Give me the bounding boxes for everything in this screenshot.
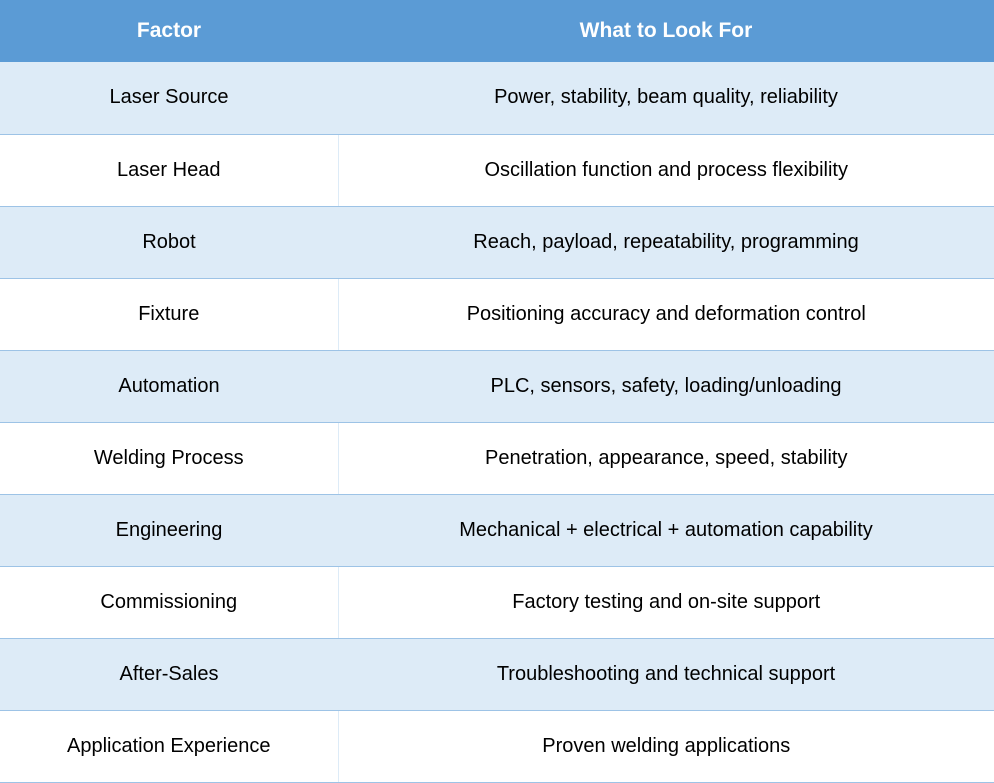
factor-cell: Commissioning [0,566,339,639]
what-cell: PLC, sensors, safety, loading/unloading [338,350,994,423]
header-what-to-look-for: What to Look For [338,0,994,62]
what-cell: Mechanical + electrical + automation cap… [338,494,994,567]
factor-cell: After-Sales [0,638,338,711]
header-row: Factor What to Look For [0,0,994,62]
factor-cell: Engineering [0,494,338,567]
table-body: Laser Source Power, stability, beam qual… [0,62,994,783]
factor-cell: Application Experience [0,710,339,783]
table-row: Application Experience Proven welding ap… [0,710,994,783]
factor-cell: Automation [0,350,338,423]
what-cell: Proven welding applications [338,710,994,783]
what-cell: Oscillation function and process flexibi… [338,134,994,207]
what-cell: Power, stability, beam quality, reliabil… [338,62,994,135]
what-cell: Reach, payload, repeatability, programmi… [338,206,994,279]
factor-cell: Laser Head [0,134,339,207]
factor-cell: Welding Process [0,422,339,495]
table-header: Factor What to Look For [0,0,994,62]
table-row: Laser Head Oscillation function and proc… [0,134,994,207]
table-row: Robot Reach, payload, repeatability, pro… [0,206,994,279]
table-row: After-Sales Troubleshooting and technica… [0,638,994,711]
what-cell: Positioning accuracy and deformation con… [338,278,994,351]
factor-cell: Laser Source [0,62,338,135]
table-row: Laser Source Power, stability, beam qual… [0,62,994,135]
what-cell: Troubleshooting and technical support [338,638,994,711]
table-row: Fixture Positioning accuracy and deforma… [0,278,994,351]
table-row: Welding Process Penetration, appearance,… [0,422,994,495]
table-row: Commissioning Factory testing and on-sit… [0,566,994,639]
factor-cell: Robot [0,206,338,279]
header-factor: Factor [0,0,338,62]
table-row: Automation PLC, sensors, safety, loading… [0,350,994,423]
factor-cell: Fixture [0,278,339,351]
what-cell: Penetration, appearance, speed, stabilit… [338,422,994,495]
what-cell: Factory testing and on-site support [338,566,994,639]
table-row: Engineering Mechanical + electrical + au… [0,494,994,567]
